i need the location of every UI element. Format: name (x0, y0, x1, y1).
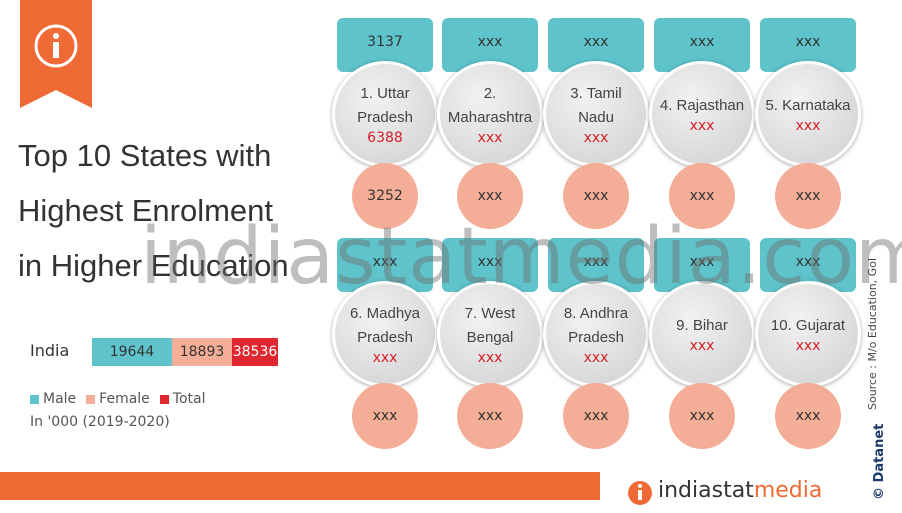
state-name: 6. Madhya Pradesh (349, 305, 421, 346)
state-circle: 3. Tamil Nadu xxx (543, 61, 649, 167)
info-ribbon (20, 0, 92, 108)
india-male: 19644 (92, 338, 172, 366)
legend: Male Female Total (30, 391, 206, 407)
female-circle: xxx (669, 163, 735, 229)
source-wrap: Source : M/o Education, GoI (866, 257, 886, 410)
legend-swatch (86, 394, 96, 404)
state-total: xxx (689, 338, 715, 354)
state-name: 2. Maharashtra (447, 85, 533, 126)
state-name: 10. Gujarat (770, 317, 846, 334)
india-female: 18893 (172, 338, 232, 366)
state-name: 5. Karnataka (765, 97, 851, 114)
state-circle: 10. Gujarat xxx (755, 281, 861, 387)
source: Source : M/o Education, GoI (866, 257, 879, 410)
title: Top 10 States with Highest Enrolment in Hi… (18, 128, 289, 293)
footer-logo (628, 481, 652, 505)
state-name: 3. Tamil Nadu (570, 85, 622, 126)
state-circle: 9. Bihar xxx (649, 281, 755, 387)
footer-brand: indiastatmedia (658, 478, 822, 503)
legend-swatch (30, 394, 39, 404)
state-total: xxx (372, 350, 398, 366)
state-name: 8. Andhra Pradesh (563, 305, 629, 346)
state-circle: 6. Madhya Pradesh xxx (332, 281, 438, 387)
state-name: 1. Uttar Pradesh (357, 85, 413, 126)
brand-name: Datanet (872, 423, 887, 483)
state-total: xxx (477, 350, 503, 366)
state-circle: 1. Uttar Pradesh 6388 (332, 61, 438, 167)
state-total: xxx (795, 118, 821, 134)
female-circle: xxx (775, 163, 841, 229)
female-circle: xxx (563, 383, 629, 449)
female-circle: xxx (457, 383, 523, 449)
state-circle: 4. Rajasthan xxx (649, 61, 755, 167)
legend-label: Male (43, 391, 77, 407)
state-total: xxx (795, 338, 821, 354)
state-total: xxx (583, 350, 609, 366)
copyright: © (872, 487, 887, 500)
state-circle: 5. Karnataka xxx (755, 61, 861, 167)
female-circle: xxx (457, 163, 523, 229)
legend-item: Male (30, 391, 76, 407)
female-circle: xxx (352, 383, 418, 449)
footer-brand-a: indiastat (658, 478, 754, 503)
india-label: India (30, 341, 70, 360)
brand: © Datanet (872, 424, 887, 500)
india-total: 38536 (232, 338, 278, 366)
legend-item: Female (86, 391, 150, 407)
unit-note: In '000 (2019-2020) (30, 414, 170, 430)
female-circle: xxx (563, 163, 629, 229)
state-name: 7. West Bengal (464, 305, 516, 346)
legend-label: Female (99, 391, 150, 407)
legend-label: Total (172, 391, 206, 407)
title-line: Highest Enrolment (18, 193, 274, 228)
legend-swatch (159, 394, 169, 404)
state-circle: 2. Maharashtra xxx (437, 61, 543, 167)
female-circle: xxx (775, 383, 841, 449)
footer-bar (0, 472, 600, 500)
watermark: indiastatmedia.com (140, 212, 902, 302)
title-line: in Higher Education (18, 248, 289, 283)
state-total: xxx (477, 130, 503, 146)
state-total: xxx (583, 130, 609, 146)
legend-item: Total (159, 391, 206, 407)
state-total: 6388 (367, 130, 403, 146)
state-name: 4. Rajasthan (659, 97, 745, 114)
footer-brand-b: media (753, 478, 823, 503)
title-line: Top 10 States with (18, 138, 272, 173)
state-total: xxx (689, 118, 715, 134)
female-circle: xxx (669, 383, 735, 449)
state-name: 9. Bihar (676, 317, 728, 334)
female-circle: 3252 (352, 163, 418, 229)
